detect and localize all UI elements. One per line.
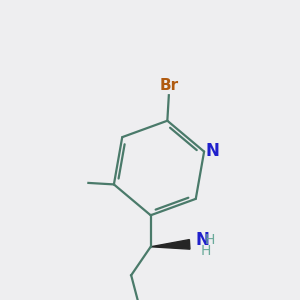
Text: H: H [205, 233, 215, 247]
Text: N: N [195, 231, 209, 249]
Text: N: N [206, 142, 219, 160]
Polygon shape [151, 240, 190, 249]
Text: Br: Br [159, 78, 178, 93]
Text: H: H [200, 244, 211, 258]
